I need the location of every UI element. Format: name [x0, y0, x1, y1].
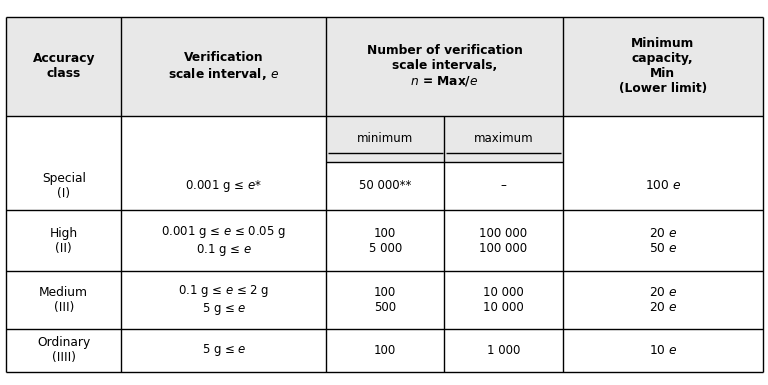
Text: Number of verification
scale intervals,
$n$ = Max/$e$: Number of verification scale intervals, …	[367, 44, 522, 89]
Text: Accuracy
class: Accuracy class	[32, 52, 95, 80]
Text: maximum: maximum	[474, 132, 533, 145]
Text: 10 000
10 000: 10 000 10 000	[483, 286, 524, 314]
Text: 0.001 g ≤ $e$ ≤ 0.05 g
0.1 g ≤ $e$: 0.001 g ≤ $e$ ≤ 0.05 g 0.1 g ≤ $e$	[161, 224, 286, 258]
Text: High
(II): High (II)	[50, 227, 78, 254]
Text: 100 000
100 000: 100 000 100 000	[479, 227, 528, 254]
Text: 100
500: 100 500	[374, 286, 396, 314]
Text: –: –	[501, 179, 506, 192]
Text: 10 $e$: 10 $e$	[648, 344, 677, 357]
Bar	[6, 17, 763, 116]
Text: 20 $e$
20 $e$: 20 $e$ 20 $e$	[648, 286, 677, 314]
Text: 100
5 000: 100 5 000	[369, 227, 402, 254]
Text: Ordinary
(IIII): Ordinary (IIII)	[37, 336, 91, 364]
Text: Verification
scale interval, $e$: Verification scale interval, $e$	[168, 51, 280, 82]
Text: 50 000**: 50 000**	[359, 179, 412, 192]
Text: Special
(I): Special (I)	[41, 172, 86, 200]
Bar	[326, 116, 563, 162]
Text: Minimum
capacity,
Min
(Lower limit): Minimum capacity, Min (Lower limit)	[619, 37, 707, 95]
Text: 0.001 g ≤ $e$*: 0.001 g ≤ $e$*	[185, 178, 263, 194]
Text: 100 $e$: 100 $e$	[644, 179, 681, 192]
Text: 0.1 g ≤ $e$ ≤ 2 g
5 g ≤ $e$: 0.1 g ≤ $e$ ≤ 2 g 5 g ≤ $e$	[178, 283, 270, 317]
Text: 5 g ≤ $e$: 5 g ≤ $e$	[201, 342, 247, 358]
Text: minimum: minimum	[357, 132, 413, 145]
Text: Medium
(III): Medium (III)	[39, 286, 88, 314]
Text: 20 $e$
50 $e$: 20 $e$ 50 $e$	[648, 227, 677, 254]
Text: 100: 100	[374, 344, 396, 357]
Text: 1 000: 1 000	[487, 344, 520, 357]
